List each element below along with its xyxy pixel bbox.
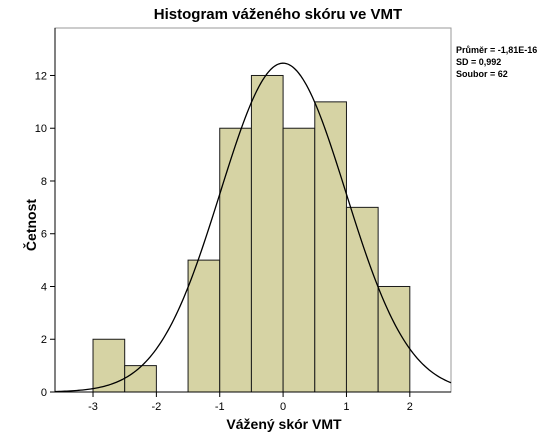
x-axis-ticks: -3 -2 -1 0 1 2 <box>88 392 413 413</box>
x-axis-label: Vážený skór VMT <box>226 416 342 432</box>
x-tick-label: -3 <box>88 401 98 413</box>
histogram-bar <box>250 74 284 393</box>
histogram-bar <box>92 338 126 393</box>
histogram-bar <box>187 259 221 393</box>
x-tick-label: 1 <box>343 401 349 413</box>
x-tick-label: -2 <box>151 401 161 413</box>
y-tick-label: 4 <box>41 281 47 293</box>
y-tick-label: 2 <box>41 334 47 346</box>
histogram-bar <box>377 285 411 393</box>
x-tick-label: 0 <box>280 401 286 413</box>
y-axis-label: Četnost <box>22 199 39 251</box>
histogram-bar <box>282 127 316 393</box>
histogram-bar <box>345 206 379 393</box>
x-tick-label: -1 <box>215 401 225 413</box>
x-tick-label: 2 <box>407 401 413 413</box>
y-tick-label: 8 <box>41 176 47 188</box>
histogram-bars <box>92 74 411 393</box>
normal-curve <box>54 62 452 393</box>
y-tick-label: 12 <box>35 70 47 82</box>
histogram-bar <box>219 127 252 393</box>
y-axis-ticks: 0 2 4 6 8 10 12 <box>35 70 55 399</box>
y-tick-label: 6 <box>41 229 47 241</box>
histogram-bar <box>124 365 157 393</box>
stat-sd: SD = 0,992 <box>456 57 502 67</box>
histogram-bar <box>314 101 347 393</box>
y-tick-label: 0 <box>41 387 47 399</box>
chart-title: Histogram váženého skóru ve VMT <box>154 6 402 23</box>
stat-mean: Průměr = -1,81E-16 <box>456 45 538 55</box>
stat-n: Soubor = 62 <box>456 69 508 79</box>
stats-box: Průměr = -1,81E-16 SD = 0,992 Soubor = 6… <box>456 44 537 80</box>
y-tick-label: 10 <box>35 123 47 135</box>
